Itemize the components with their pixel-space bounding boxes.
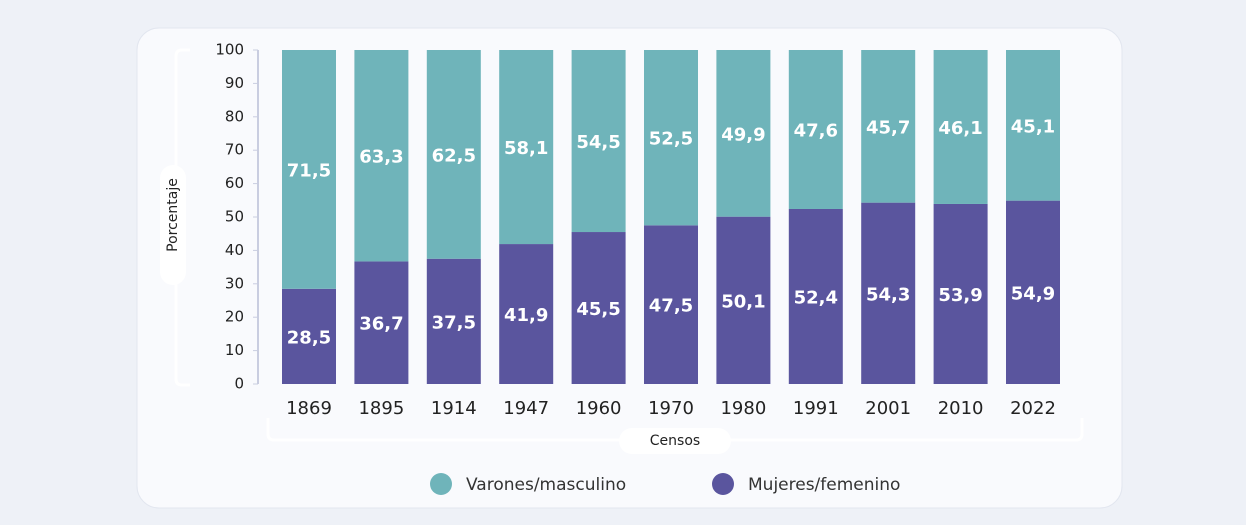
data-label: 45,7 (866, 117, 910, 138)
data-label: 50,1 (721, 291, 765, 312)
data-label: 54,3 (866, 284, 910, 305)
y-tick-label: 40 (225, 241, 244, 259)
data-label: 54,9 (1011, 283, 1055, 304)
data-label: 49,9 (721, 124, 765, 145)
data-label: 41,9 (504, 305, 548, 326)
data-label: 63,3 (359, 147, 403, 168)
y-tick-label: 60 (225, 174, 244, 192)
data-label: 58,1 (504, 138, 548, 159)
x-tick-label: 1980 (720, 398, 766, 419)
data-label: 36,7 (359, 314, 403, 335)
y-tick-label: 0 (234, 375, 244, 393)
data-label: 54,5 (576, 132, 620, 153)
legend-label: Varones/masculino (466, 475, 626, 495)
x-tick-label: 1960 (576, 398, 622, 419)
x-tick-label: 1914 (431, 398, 477, 419)
data-label: 62,5 (432, 145, 476, 166)
data-label: 47,5 (649, 296, 693, 317)
y-tick-label: 30 (225, 274, 244, 292)
data-label: 37,5 (432, 312, 476, 333)
x-tick-label: 2010 (938, 398, 984, 419)
y-tick-label: 50 (225, 208, 244, 226)
x-tick-label: 1970 (648, 398, 694, 419)
x-axis-title: Censos (650, 433, 700, 449)
chart: Porcentaje Censos 0 10 20 30 40 50 60 70 80 90 100… (0, 0, 1246, 525)
data-label: 28,5 (287, 327, 331, 348)
legend-swatch (430, 473, 452, 495)
data-label: 46,1 (938, 118, 982, 139)
data-label: 52,5 (649, 129, 693, 150)
y-tick-label: 10 (225, 341, 244, 359)
data-label: 47,6 (794, 120, 838, 141)
y-tick-label: 80 (225, 107, 244, 125)
data-label: 45,1 (1011, 116, 1055, 137)
data-label: 45,5 (576, 299, 620, 320)
y-axis-title: Porcentaje (165, 178, 181, 252)
data-label: 53,9 (938, 285, 982, 306)
x-tick-label: 1947 (503, 398, 549, 419)
y-tick-label: 90 (225, 74, 244, 92)
y-tick-label: 100 (215, 41, 244, 59)
data-label: 71,5 (287, 160, 331, 181)
x-tick-label: 2022 (1010, 398, 1056, 419)
y-tick-label: 70 (225, 141, 244, 159)
legend-swatch (712, 473, 734, 495)
x-tick-label: 1869 (286, 398, 332, 419)
x-tick-label: 1895 (358, 398, 404, 419)
legend-label: Mujeres/femenino (748, 475, 900, 495)
x-tick-label: 2001 (865, 398, 911, 419)
x-tick-label: 1991 (793, 398, 839, 419)
data-label: 52,4 (794, 287, 838, 308)
y-tick-label: 20 (225, 308, 244, 326)
